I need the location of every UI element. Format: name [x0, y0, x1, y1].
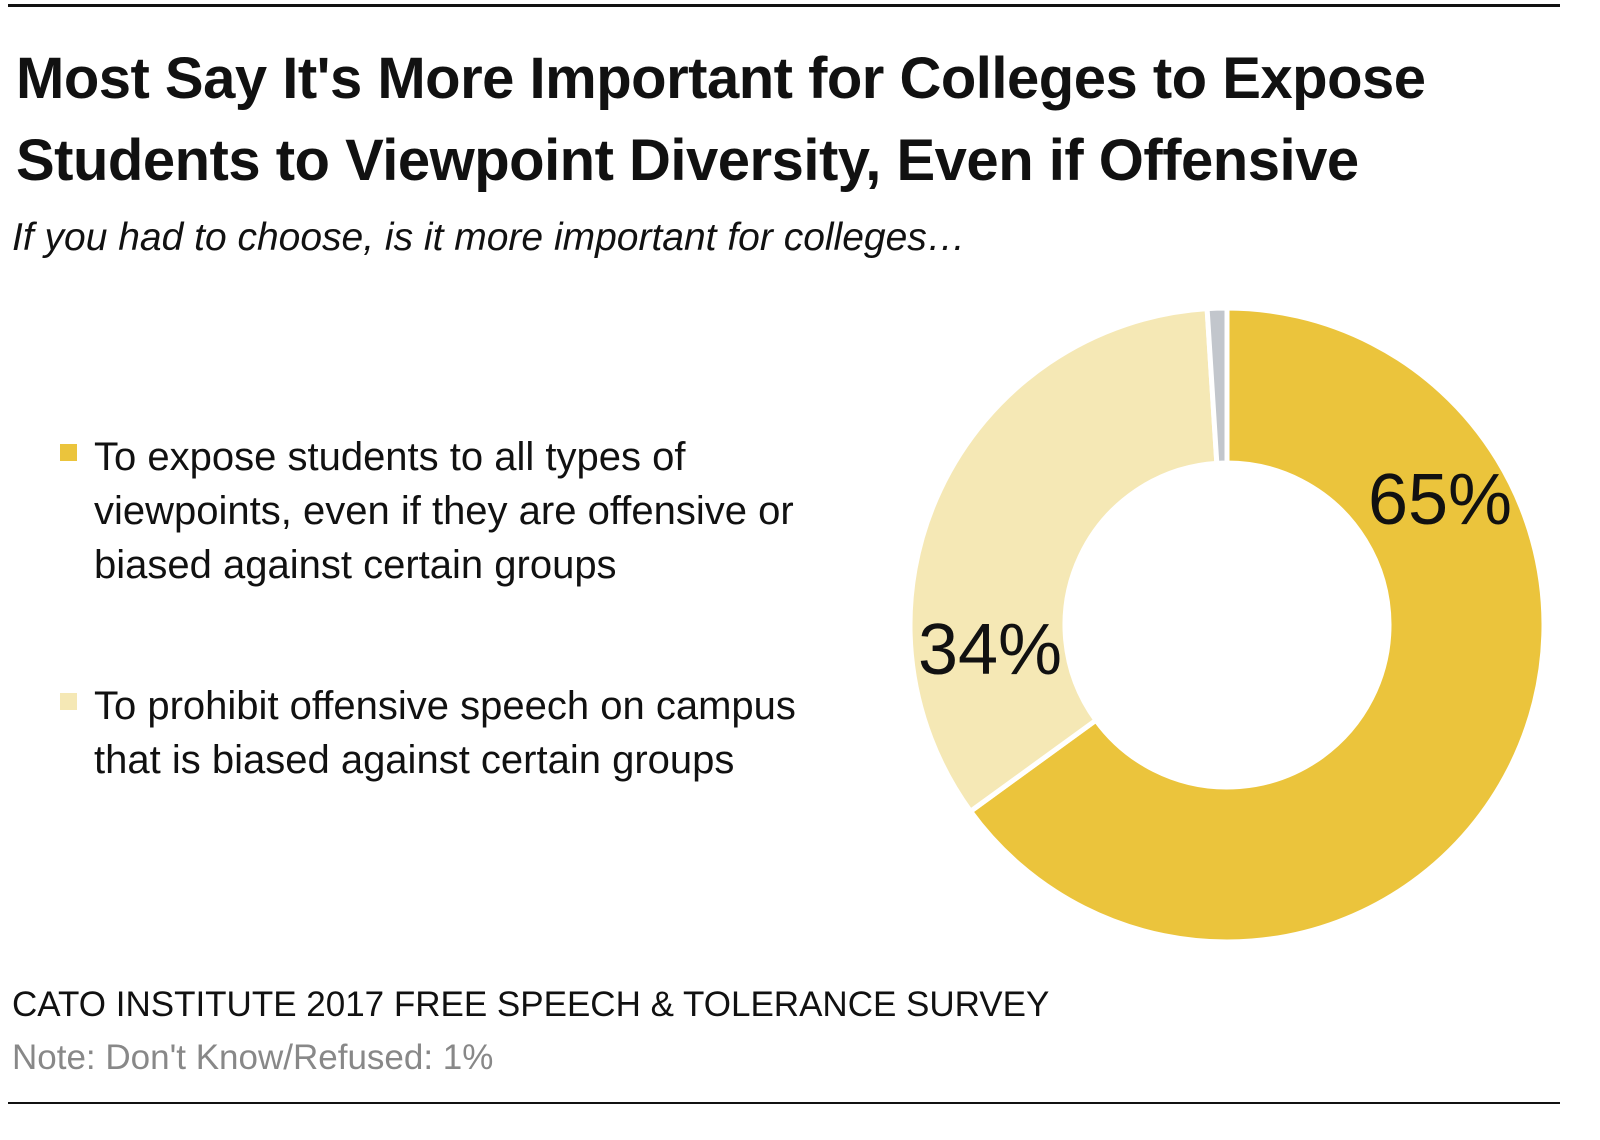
legend-label: To expose students to all types of viewp… [94, 435, 794, 587]
note-text: Note: Don't Know/Refused: 1% [12, 1038, 494, 1077]
legend-item-prohibit: To prohibit offensive speech on campus t… [60, 679, 840, 787]
donut-slice [1204, 305, 1230, 466]
legend-swatch [60, 444, 77, 461]
chart-subtitle: If you had to choose, is it more importa… [12, 216, 966, 259]
bottom-rule [8, 1102, 1560, 1104]
legend-label: To prohibit offensive speech on campus t… [94, 684, 796, 782]
data-label: 34% [918, 610, 1062, 690]
data-label: 65% [1368, 460, 1512, 540]
top-rule [8, 4, 1560, 7]
chart-title: Most Say It's More Important for College… [16, 46, 1426, 193]
donut-slice [967, 305, 1547, 945]
legend-item-expose: To expose students to all types of viewp… [60, 430, 860, 592]
donut-slice [907, 305, 1220, 815]
source-text: CATO INSTITUTE 2017 FREE SPEECH & TOLERA… [12, 985, 1050, 1024]
legend-swatch [60, 693, 77, 710]
